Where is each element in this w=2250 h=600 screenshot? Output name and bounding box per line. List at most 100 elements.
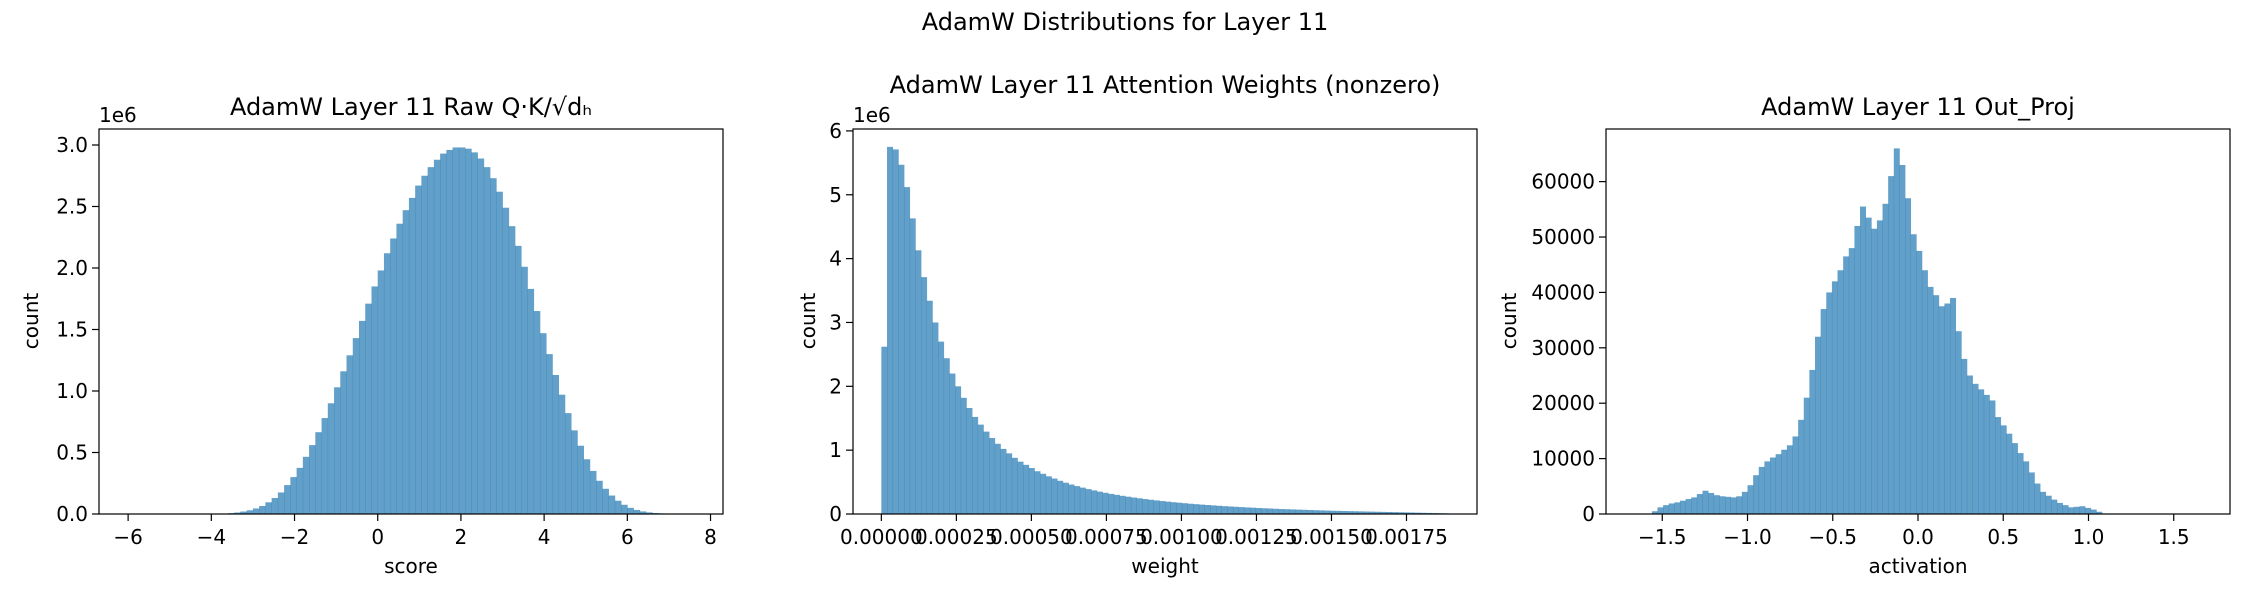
histogram-bar — [377, 270, 385, 514]
y-tick-label: 1.5 — [56, 317, 88, 341]
histogram-bar — [1125, 496, 1132, 514]
plot-frame — [98, 128, 724, 515]
x-tick-label: 0.00125 — [1215, 525, 1298, 549]
histogram-bar — [1187, 503, 1194, 514]
histogram-bar — [1159, 501, 1166, 514]
y-axis-label: count — [796, 293, 820, 350]
histogram-bar — [390, 238, 397, 514]
histogram-bar — [2034, 483, 2041, 514]
histogram-bar — [1210, 505, 1217, 514]
histogram-bar — [1363, 511, 1370, 514]
y-tick-label: 0 — [829, 502, 842, 526]
histogram-bar — [1244, 507, 1251, 514]
histogram-bar — [596, 480, 603, 514]
histogram-bar — [1921, 270, 1928, 514]
histogram-bar — [1685, 499, 1692, 514]
histogram-bar — [1312, 510, 1319, 514]
histogram-bar — [977, 424, 984, 514]
histogram-bar — [966, 408, 973, 514]
histogram-bar — [396, 223, 404, 514]
histogram-bar — [1062, 482, 1069, 514]
histogram-bar — [1142, 499, 1149, 514]
panel-title: AdamW Layer 11 Out_Proj — [1761, 93, 2075, 121]
histogram-bar — [1011, 457, 1018, 514]
histogram-bar — [2006, 433, 2013, 514]
y-tick-label: 30000 — [1531, 336, 1595, 360]
histogram-bar — [1267, 508, 1274, 514]
histogram-bar — [1876, 220, 1883, 514]
plot-frame — [852, 128, 1478, 515]
histogram-bar — [427, 167, 435, 514]
histogram-bar — [589, 470, 597, 514]
histogram-bar — [1950, 297, 1957, 514]
histogram-bar — [1820, 309, 1827, 514]
histogram-bar — [1899, 165, 1906, 514]
histogram-bar — [1079, 487, 1086, 514]
histogram-bar — [1170, 502, 1177, 514]
histogram-bar — [898, 164, 905, 514]
x-tick-label: 8 — [704, 525, 717, 549]
histogram-bar — [365, 303, 372, 514]
histogram-bar — [1119, 495, 1126, 514]
x-tick-label: 0 — [371, 525, 384, 549]
histogram-bar — [989, 438, 996, 514]
histogram-bar — [1730, 497, 1737, 514]
panel-attention-weights: AdamW Layer 11 Attention Weights (nonzer… — [796, 71, 1478, 578]
histogram-bar — [2085, 507, 2092, 514]
histogram-bar — [1301, 509, 1308, 514]
histogram-bar — [458, 147, 466, 514]
histogram-bar — [932, 322, 939, 514]
histogram-bar — [1153, 500, 1160, 514]
histogram-bar — [1198, 504, 1205, 514]
histogram-bar — [892, 149, 899, 514]
panel-out-proj-activations: AdamW Layer 11 Out_Proj −1.5 −1.0 −0.5 0.0 0… — [1497, 93, 2231, 578]
histogram-bar — [960, 397, 967, 514]
histogram-bar — [539, 333, 547, 514]
histogram-bar — [352, 338, 360, 514]
histogram-bar — [1708, 492, 1715, 514]
histogram-bar — [502, 207, 510, 514]
histogram-bar — [483, 167, 491, 514]
x-tick-label: −6 — [113, 525, 142, 549]
histogram-bar — [1045, 476, 1052, 514]
x-tick-label: 0.00050 — [990, 525, 1073, 549]
histogram-bar — [633, 509, 641, 514]
histogram-bar — [608, 495, 616, 514]
histogram-bar — [571, 430, 578, 514]
histogram-bar — [1295, 509, 1302, 514]
histogram-bar — [1741, 491, 1748, 514]
histogram-bar — [1397, 512, 1404, 514]
axis-ticks: 0.000000.000250.000500.000750.001000.001… — [829, 119, 1448, 549]
histogram-bar — [359, 320, 366, 514]
histogram-bar — [2017, 453, 2024, 514]
histogram-bar — [1989, 400, 1996, 514]
x-tick-label: −0.5 — [1808, 525, 1857, 549]
histogram-bar — [2051, 499, 2058, 514]
histogram-bar — [1403, 512, 1410, 514]
histogram-bars — [1651, 148, 2108, 515]
histogram-bar — [1837, 270, 1844, 514]
histogram-bar — [1051, 478, 1058, 514]
histogram-bar — [2090, 509, 2097, 514]
y-tick-label: 0.5 — [56, 440, 88, 464]
histogram-bar — [1679, 500, 1686, 514]
x-tick-label: 0.00150 — [1290, 525, 1373, 549]
histogram-bar — [259, 506, 266, 514]
x-tick-label: 6 — [621, 525, 634, 549]
histogram-bar — [1696, 494, 1703, 514]
x-axis-label: score — [384, 554, 438, 578]
y-tick-label: 40000 — [1531, 280, 1595, 304]
histogram-bar — [921, 277, 928, 514]
histogram-bar — [1232, 506, 1239, 514]
histogram-bar — [284, 485, 291, 514]
histogram-bar — [1096, 491, 1103, 514]
histogram-bar — [340, 371, 347, 514]
histogram-bar — [265, 502, 272, 514]
histogram-bar — [1340, 511, 1347, 514]
histogram-bar — [1657, 507, 1664, 514]
histogram-bar — [515, 245, 522, 514]
histogram-bar — [1702, 490, 1709, 514]
histogram-bar — [2028, 472, 2035, 514]
histogram-bar — [1028, 468, 1035, 514]
